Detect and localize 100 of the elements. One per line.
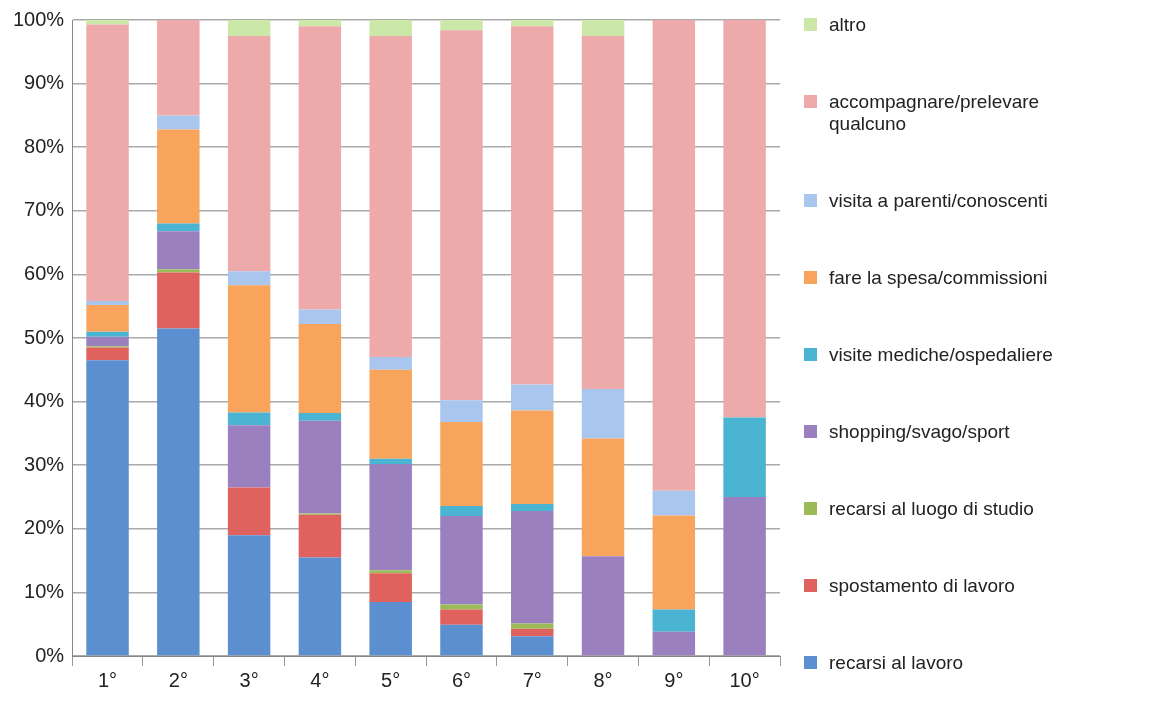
bar (511, 20, 554, 27)
bar (369, 357, 412, 370)
bar (227, 271, 271, 286)
bar (511, 510, 554, 624)
bar (86, 336, 129, 347)
bar (440, 505, 483, 517)
bar (86, 301, 129, 305)
legend-label: visita a parenti/conoscenti (829, 190, 1048, 212)
bar (298, 324, 342, 414)
bar (369, 369, 412, 459)
bar (581, 438, 625, 557)
bar (511, 410, 554, 504)
bar (369, 601, 412, 656)
bar (511, 636, 554, 656)
bar (86, 360, 129, 656)
bar (723, 497, 766, 656)
y-tick-label: 30% (24, 452, 65, 475)
bar (298, 26, 342, 310)
bar (86, 304, 129, 332)
x-tick-label: 7° (522, 668, 542, 691)
bar (511, 504, 554, 511)
y-tick-label: 70% (24, 198, 65, 221)
bar (298, 309, 342, 325)
bar (369, 573, 412, 602)
bar (227, 535, 271, 656)
bar (369, 35, 412, 358)
y-tick-label: 100% (13, 7, 65, 30)
bar (157, 129, 200, 224)
bar (227, 425, 271, 488)
y-tick-label: 20% (24, 516, 65, 539)
bar (227, 20, 271, 36)
bar (652, 490, 696, 516)
bar (369, 20, 412, 36)
bar (298, 420, 342, 514)
y-tick-label: 40% (24, 389, 65, 412)
x-tick-label: 10° (729, 668, 760, 691)
bar (581, 20, 625, 36)
bar (157, 115, 200, 130)
bar (652, 515, 696, 610)
y-tick-label: 0% (35, 643, 65, 666)
bar (440, 20, 483, 31)
bar (440, 604, 483, 610)
bar (86, 347, 129, 361)
y-tick-label: 90% (24, 71, 65, 94)
bar (511, 26, 554, 385)
bar (86, 331, 129, 337)
bar (227, 487, 271, 536)
x-tick-label: 1° (97, 668, 118, 691)
bar (440, 516, 483, 605)
bar (298, 514, 342, 558)
bar (581, 388, 625, 439)
legend-label: spostamento di lavoro (829, 575, 1015, 597)
bar (227, 35, 271, 272)
bar (440, 400, 483, 422)
legend-label: altro (829, 14, 866, 36)
y-tick-label: 50% (24, 325, 65, 348)
x-tick-label: 9° (664, 668, 684, 691)
legend-label: recarsi al lavoro (829, 652, 964, 674)
x-tick-label: 2° (168, 668, 188, 691)
bar (581, 556, 625, 656)
bar (298, 20, 342, 27)
x-tick-label: 4° (310, 668, 330, 691)
bar (652, 631, 696, 656)
y-tick-label: 10% (24, 579, 65, 602)
bar (511, 623, 554, 629)
bar (440, 609, 483, 625)
bar (440, 30, 483, 401)
bar (227, 412, 271, 426)
x-tick-label: 3° (239, 668, 259, 691)
bar (86, 20, 129, 25)
bar (298, 557, 342, 656)
bar (157, 20, 200, 116)
bar (369, 463, 412, 571)
bar (511, 628, 554, 637)
bar (652, 609, 696, 632)
bar (157, 269, 200, 273)
bar (157, 272, 200, 329)
y-tick-label: 60% (24, 261, 65, 284)
bar (440, 624, 483, 656)
y-tick-label: 80% (24, 134, 65, 157)
bar (369, 570, 412, 574)
bar (157, 231, 200, 270)
legend-label: shopping/svago/sport (829, 421, 1010, 443)
x-tick-label: 5° (381, 668, 401, 691)
x-tick-label: 8° (593, 668, 613, 691)
bar (723, 20, 766, 418)
bar (723, 417, 766, 497)
bar (227, 285, 271, 413)
bar (369, 458, 412, 464)
x-tick-label: 6° (451, 668, 472, 691)
bar (652, 20, 696, 491)
bar (86, 24, 129, 302)
legend-label: recarsi al luogo di studio (829, 498, 1034, 520)
bar (511, 384, 554, 411)
bar (581, 35, 625, 389)
bar (157, 328, 200, 656)
bar (440, 421, 483, 506)
bar (298, 413, 342, 421)
legend-label: visite mediche/ospedaliere (829, 344, 1053, 366)
bar (157, 223, 200, 232)
